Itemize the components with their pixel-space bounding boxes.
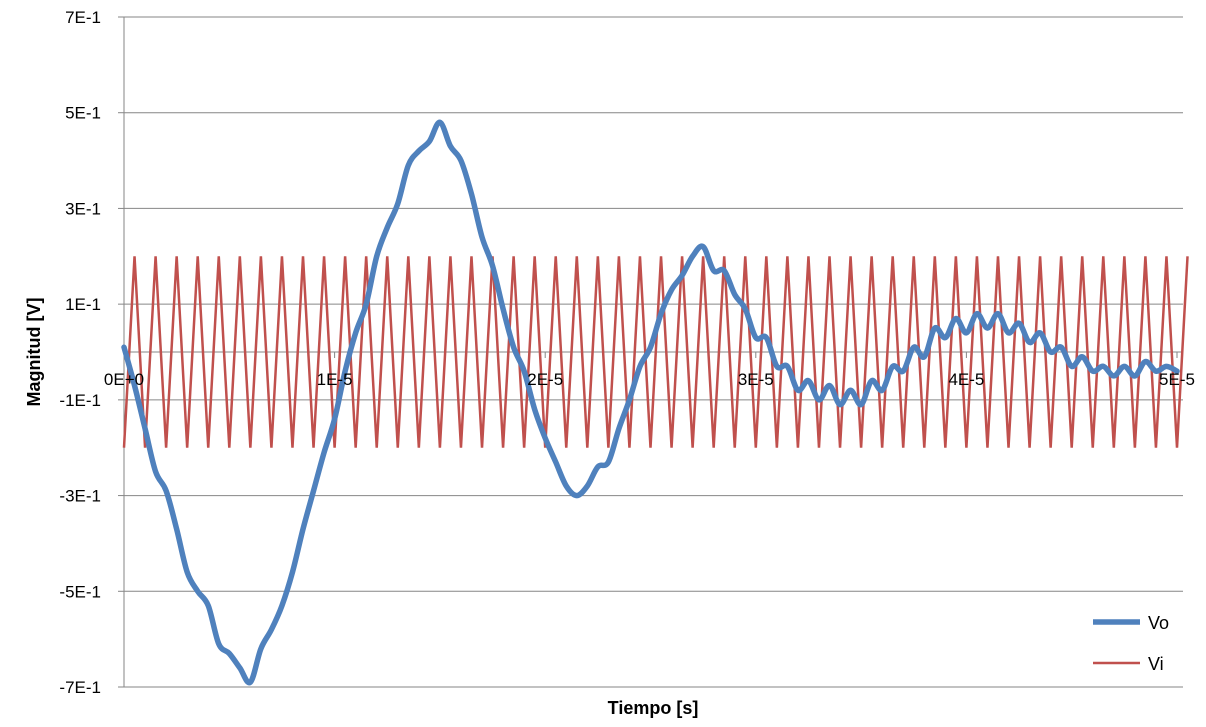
x-tick-label-4: 4E-5 [948, 370, 984, 389]
y-tick-label-6: -5E-1 [59, 582, 101, 601]
x-tick-label-0: 0E+0 [104, 370, 144, 389]
y-tick-marks [118, 16, 124, 688]
y-tick-label-4: -1E-1 [59, 391, 101, 410]
y-tick-label-2: 3E-1 [65, 199, 101, 218]
y-tick-label-3: 1E-1 [65, 295, 101, 314]
x-axis-title: Tiempo [s] [608, 698, 699, 718]
legend-label-vi: Vi [1148, 654, 1164, 674]
y-tick-label-7: -7E-1 [59, 678, 101, 697]
series-line-vi [122, 256, 1189, 448]
x-tick-label-2: 2E-5 [527, 370, 563, 389]
legend: Vo Vi [1093, 613, 1169, 674]
y-tick-label-1: 5E-1 [65, 104, 101, 123]
y-tick-label-5: -3E-1 [59, 487, 101, 506]
y-axis-title: Magnitud [V] [24, 298, 44, 407]
x-tick-label-3: 3E-5 [738, 370, 774, 389]
legend-label-vo: Vo [1148, 613, 1169, 633]
x-tick-label-1: 1E-5 [317, 370, 353, 389]
y-tick-label-0: 7E-1 [65, 8, 101, 27]
x-tick-label-5: 5E-5 [1159, 370, 1195, 389]
x-tick-labels: 0E+0 1E-5 2E-5 3E-5 4E-5 5E-5 [104, 370, 1195, 389]
y-tick-labels: 7E-1 5E-1 3E-1 1E-1 -1E-1 -3E-1 -5E-1 -7E-1 [59, 8, 101, 697]
series-layer [121, 119, 1189, 686]
series-line-vo [121, 119, 1180, 686]
